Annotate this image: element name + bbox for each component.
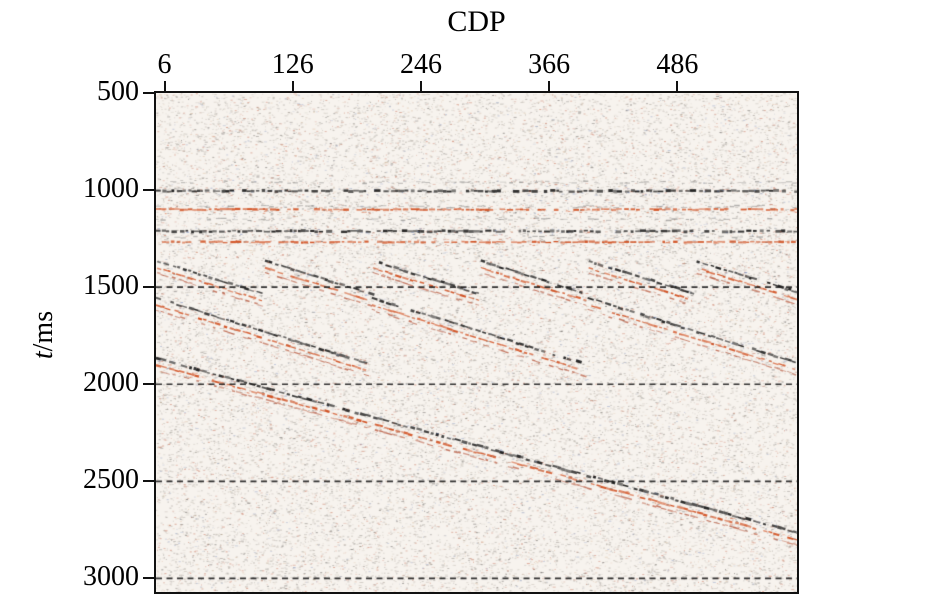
x-axis-tick-label: 6 [157, 49, 172, 80]
y-axis-tick-label: 2000 [83, 367, 139, 399]
y-axis-tick-label: 2500 [83, 464, 139, 496]
y-axis-tick [143, 383, 154, 386]
x-axis-tick [548, 81, 551, 91]
x-axis-tick [163, 81, 166, 91]
seismic-image-canvas [156, 93, 797, 592]
y-axis-label-variable: t [28, 351, 59, 360]
chart-title: CDP [447, 5, 506, 38]
y-axis-tick [143, 577, 154, 580]
y-axis-tick-label: 500 [97, 76, 139, 107]
x-axis-tick [676, 81, 679, 91]
x-axis-tick [419, 81, 422, 91]
y-axis-tick-label: 1500 [83, 270, 139, 302]
y-axis-label-unit: /ms [28, 310, 59, 352]
x-axis-tick-label: 126 [271, 49, 314, 80]
y-axis-tick [143, 189, 154, 192]
y-axis-tick-label: 3000 [83, 561, 139, 593]
x-axis-tick-label: 246 [399, 49, 442, 80]
x-axis-tick-label: 486 [656, 49, 699, 80]
plot-area [154, 91, 799, 594]
y-axis-tick-label: 1000 [83, 173, 139, 205]
y-axis-tick [143, 92, 154, 94]
y-axis-tick [143, 286, 154, 289]
y-axis-tick [143, 480, 154, 483]
x-axis-tick-label: 366 [528, 49, 571, 80]
x-axis-tick [291, 81, 294, 91]
y-axis-label: t/ms [28, 311, 60, 359]
